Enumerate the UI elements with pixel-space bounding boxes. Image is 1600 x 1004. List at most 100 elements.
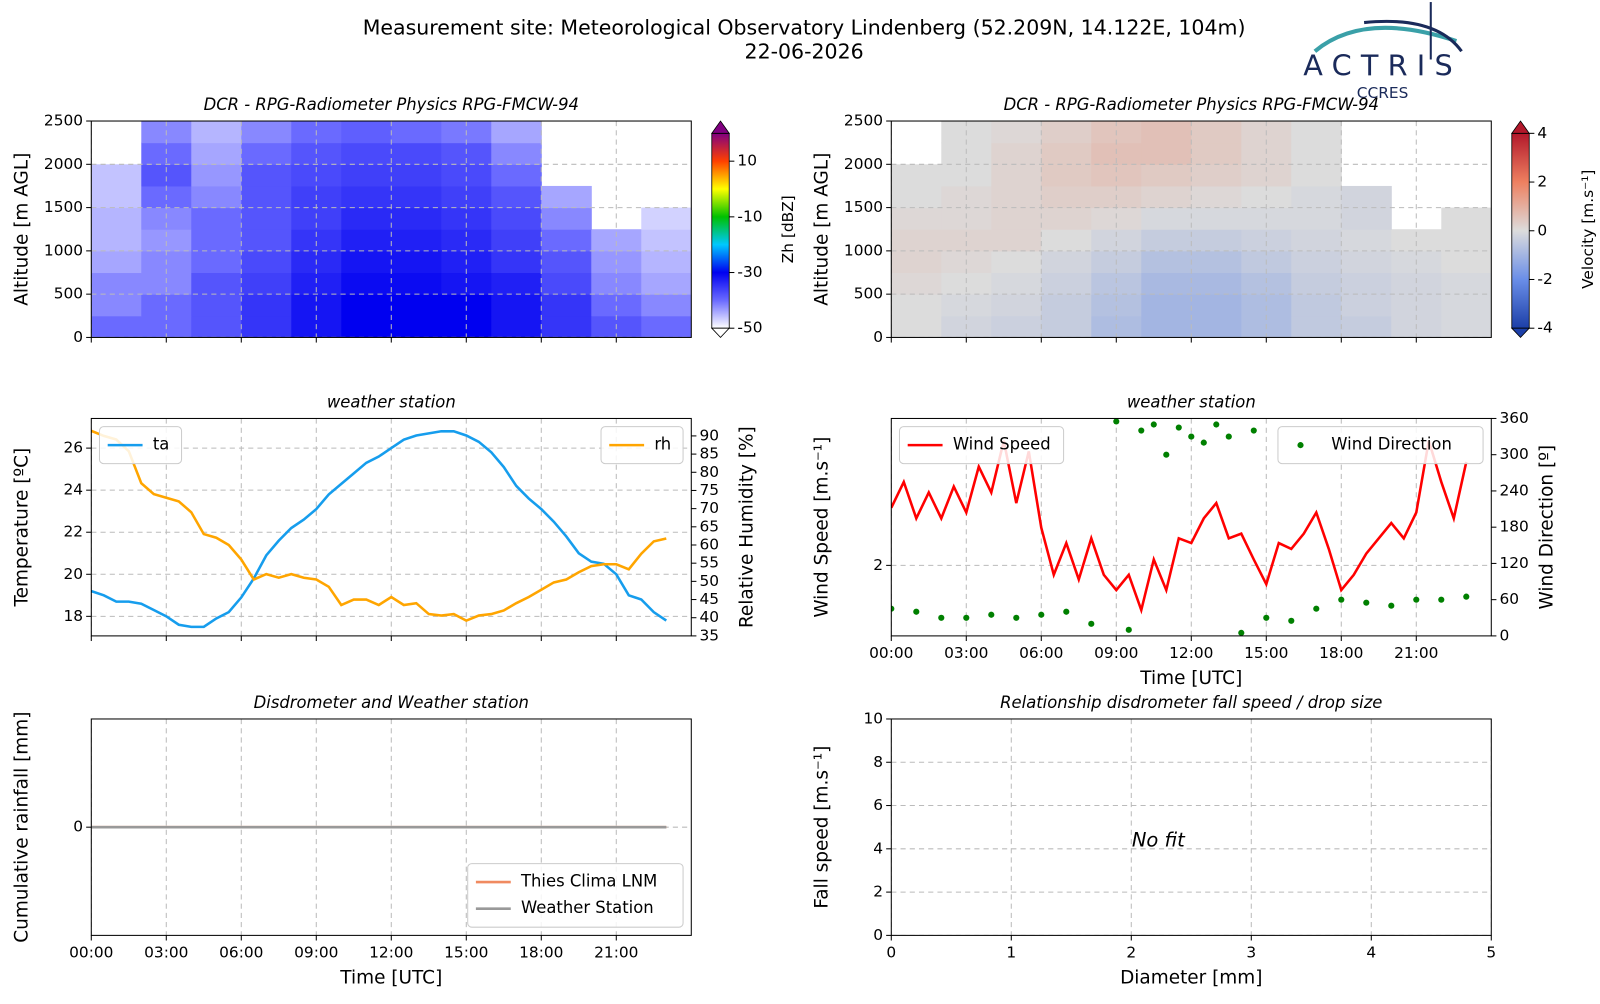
- logo-text: ACTRIS: [1303, 49, 1462, 83]
- panel: 00:00 03:00 06:00 09:00 12:00 15:00 18:00 21:00…: [812, 393, 1558, 689]
- legend-label: rh: [654, 435, 671, 454]
- direction-point: [1063, 608, 1070, 615]
- heatmap-cell: [1191, 207, 1242, 230]
- heatmap-cell: [1141, 315, 1192, 338]
- heatmap-cell: [541, 294, 592, 317]
- legend-label: ta: [153, 435, 170, 454]
- heatmap-cell: [241, 164, 292, 187]
- direction-point: [1163, 451, 1170, 458]
- heatmap-cell: [1141, 207, 1192, 230]
- heatmap-cell: [141, 294, 192, 317]
- y-axis-label: Fall speed [m.s⁻¹]: [812, 746, 833, 909]
- heatmap-cell: [991, 207, 1042, 230]
- y-axis-label: Altitude [m AGL]: [12, 153, 33, 306]
- heatmap-cell: [1041, 185, 1092, 209]
- x-tick-label: 06:00: [1019, 644, 1063, 662]
- heatmap-cell: [1191, 164, 1242, 187]
- heatmap-cell: [341, 229, 392, 252]
- y-tick-label: 22: [63, 523, 83, 541]
- y2-tick-label: 360: [1499, 409, 1528, 427]
- y-axis-label: Cumulative rainfall [mm]: [12, 712, 33, 943]
- y2-tick-label: 180: [1499, 518, 1528, 536]
- heatmap-cell: [541, 185, 592, 209]
- y2-tick-label: 75: [699, 481, 719, 499]
- x-tick-label: 18:00: [1319, 644, 1363, 662]
- x-tick-label: 21:00: [1394, 644, 1438, 662]
- direction-point: [1288, 617, 1295, 624]
- heatmap-cell: [441, 294, 492, 317]
- y-axis-label: Altitude [m AGL]: [812, 153, 833, 306]
- heatmap-cell: [1391, 272, 1442, 295]
- x-tick-label: 09:00: [294, 943, 338, 961]
- heatmap-cell: [641, 229, 692, 252]
- heatmap-cell: [141, 207, 192, 230]
- direction-point: [913, 608, 920, 615]
- heatmap-cell: [191, 142, 242, 165]
- heatmap-cell: [1041, 315, 1092, 338]
- y2-tick-label: 40: [699, 608, 719, 626]
- direction-point: [1125, 626, 1132, 633]
- heatmap-cell: [341, 121, 392, 144]
- heatmap-cell: [441, 272, 492, 295]
- heatmap-cell: [641, 207, 692, 230]
- x-tick-label: 06:00: [219, 943, 263, 961]
- direction-point: [1038, 611, 1045, 618]
- y-tick-label: 2000: [44, 155, 83, 173]
- heatmap-cell: [1341, 250, 1392, 274]
- heatmap-cell: [491, 250, 542, 274]
- figure-title: Measurement site: Meteorological Observa…: [363, 16, 1246, 40]
- heatmap-cell: [1191, 250, 1242, 274]
- direction-point: [1250, 427, 1257, 434]
- colorbar: [1511, 132, 1530, 329]
- y-axis-label: Wind Speed [m.s⁻¹]: [812, 437, 833, 618]
- heatmap-cell: [941, 272, 992, 295]
- heatmap-cell: [541, 229, 592, 252]
- y2-axis-label: Wind Direction [º]: [1537, 445, 1558, 610]
- heatmap-cell: [1091, 164, 1142, 187]
- y2-tick-label: 45: [699, 590, 719, 608]
- direction-point: [1388, 602, 1395, 609]
- heatmap-cell: [341, 142, 392, 165]
- x-tick-label: 12:00: [369, 943, 413, 961]
- legend-label: Thies Clima LNM: [520, 872, 657, 891]
- heatmap-cell: [641, 315, 692, 338]
- heatmap-cell: [1041, 207, 1092, 230]
- figure-date: 22-06-2026: [745, 39, 864, 63]
- heatmap-cell: [1141, 272, 1192, 295]
- heatmap-cell: [1141, 142, 1192, 165]
- direction-point: [1225, 433, 1232, 440]
- colorbar-tick-label: 2: [1537, 173, 1547, 191]
- plot-frame: [890, 718, 1492, 936]
- heatmap-cell: [1291, 315, 1342, 338]
- legend-box: [898, 426, 1065, 465]
- heatmap-cell: [541, 272, 592, 295]
- heatmap-cell: [641, 294, 692, 317]
- panel-title: Disdrometer and Weather station: [254, 693, 529, 712]
- colorbar-label: Velocity [m.s⁻¹]: [1579, 170, 1597, 289]
- direction-point: [938, 614, 945, 621]
- heatmap-cell: [1041, 272, 1092, 295]
- heatmap-cell: [1391, 294, 1442, 317]
- y-tick-label: 2500: [844, 112, 883, 130]
- colorbar-tick-label: 4: [1537, 124, 1547, 142]
- heatmap-cell: [1291, 207, 1342, 230]
- heatmap-cell: [941, 164, 992, 187]
- heatmap-cell: [541, 315, 592, 338]
- heatmap-cell: [891, 229, 942, 252]
- colorbar: [711, 132, 730, 329]
- heatmap-cell: [1041, 164, 1092, 187]
- heatmap-cell: [541, 250, 592, 274]
- plot-content: [891, 418, 1492, 636]
- direction-point: [1138, 427, 1145, 434]
- y-tick-label: 500: [54, 285, 83, 303]
- direction-point: [1213, 421, 1220, 428]
- heatmap-cell: [241, 294, 292, 317]
- y-tick-label: 4: [873, 839, 883, 857]
- legend-marker: [1297, 442, 1304, 449]
- heatmap-cell: [991, 272, 1042, 295]
- heatmap-cell: [991, 229, 1042, 252]
- heatmap-cell: [1241, 294, 1292, 317]
- heatmap-cell: [1141, 164, 1192, 187]
- heatmap-cell: [391, 272, 442, 295]
